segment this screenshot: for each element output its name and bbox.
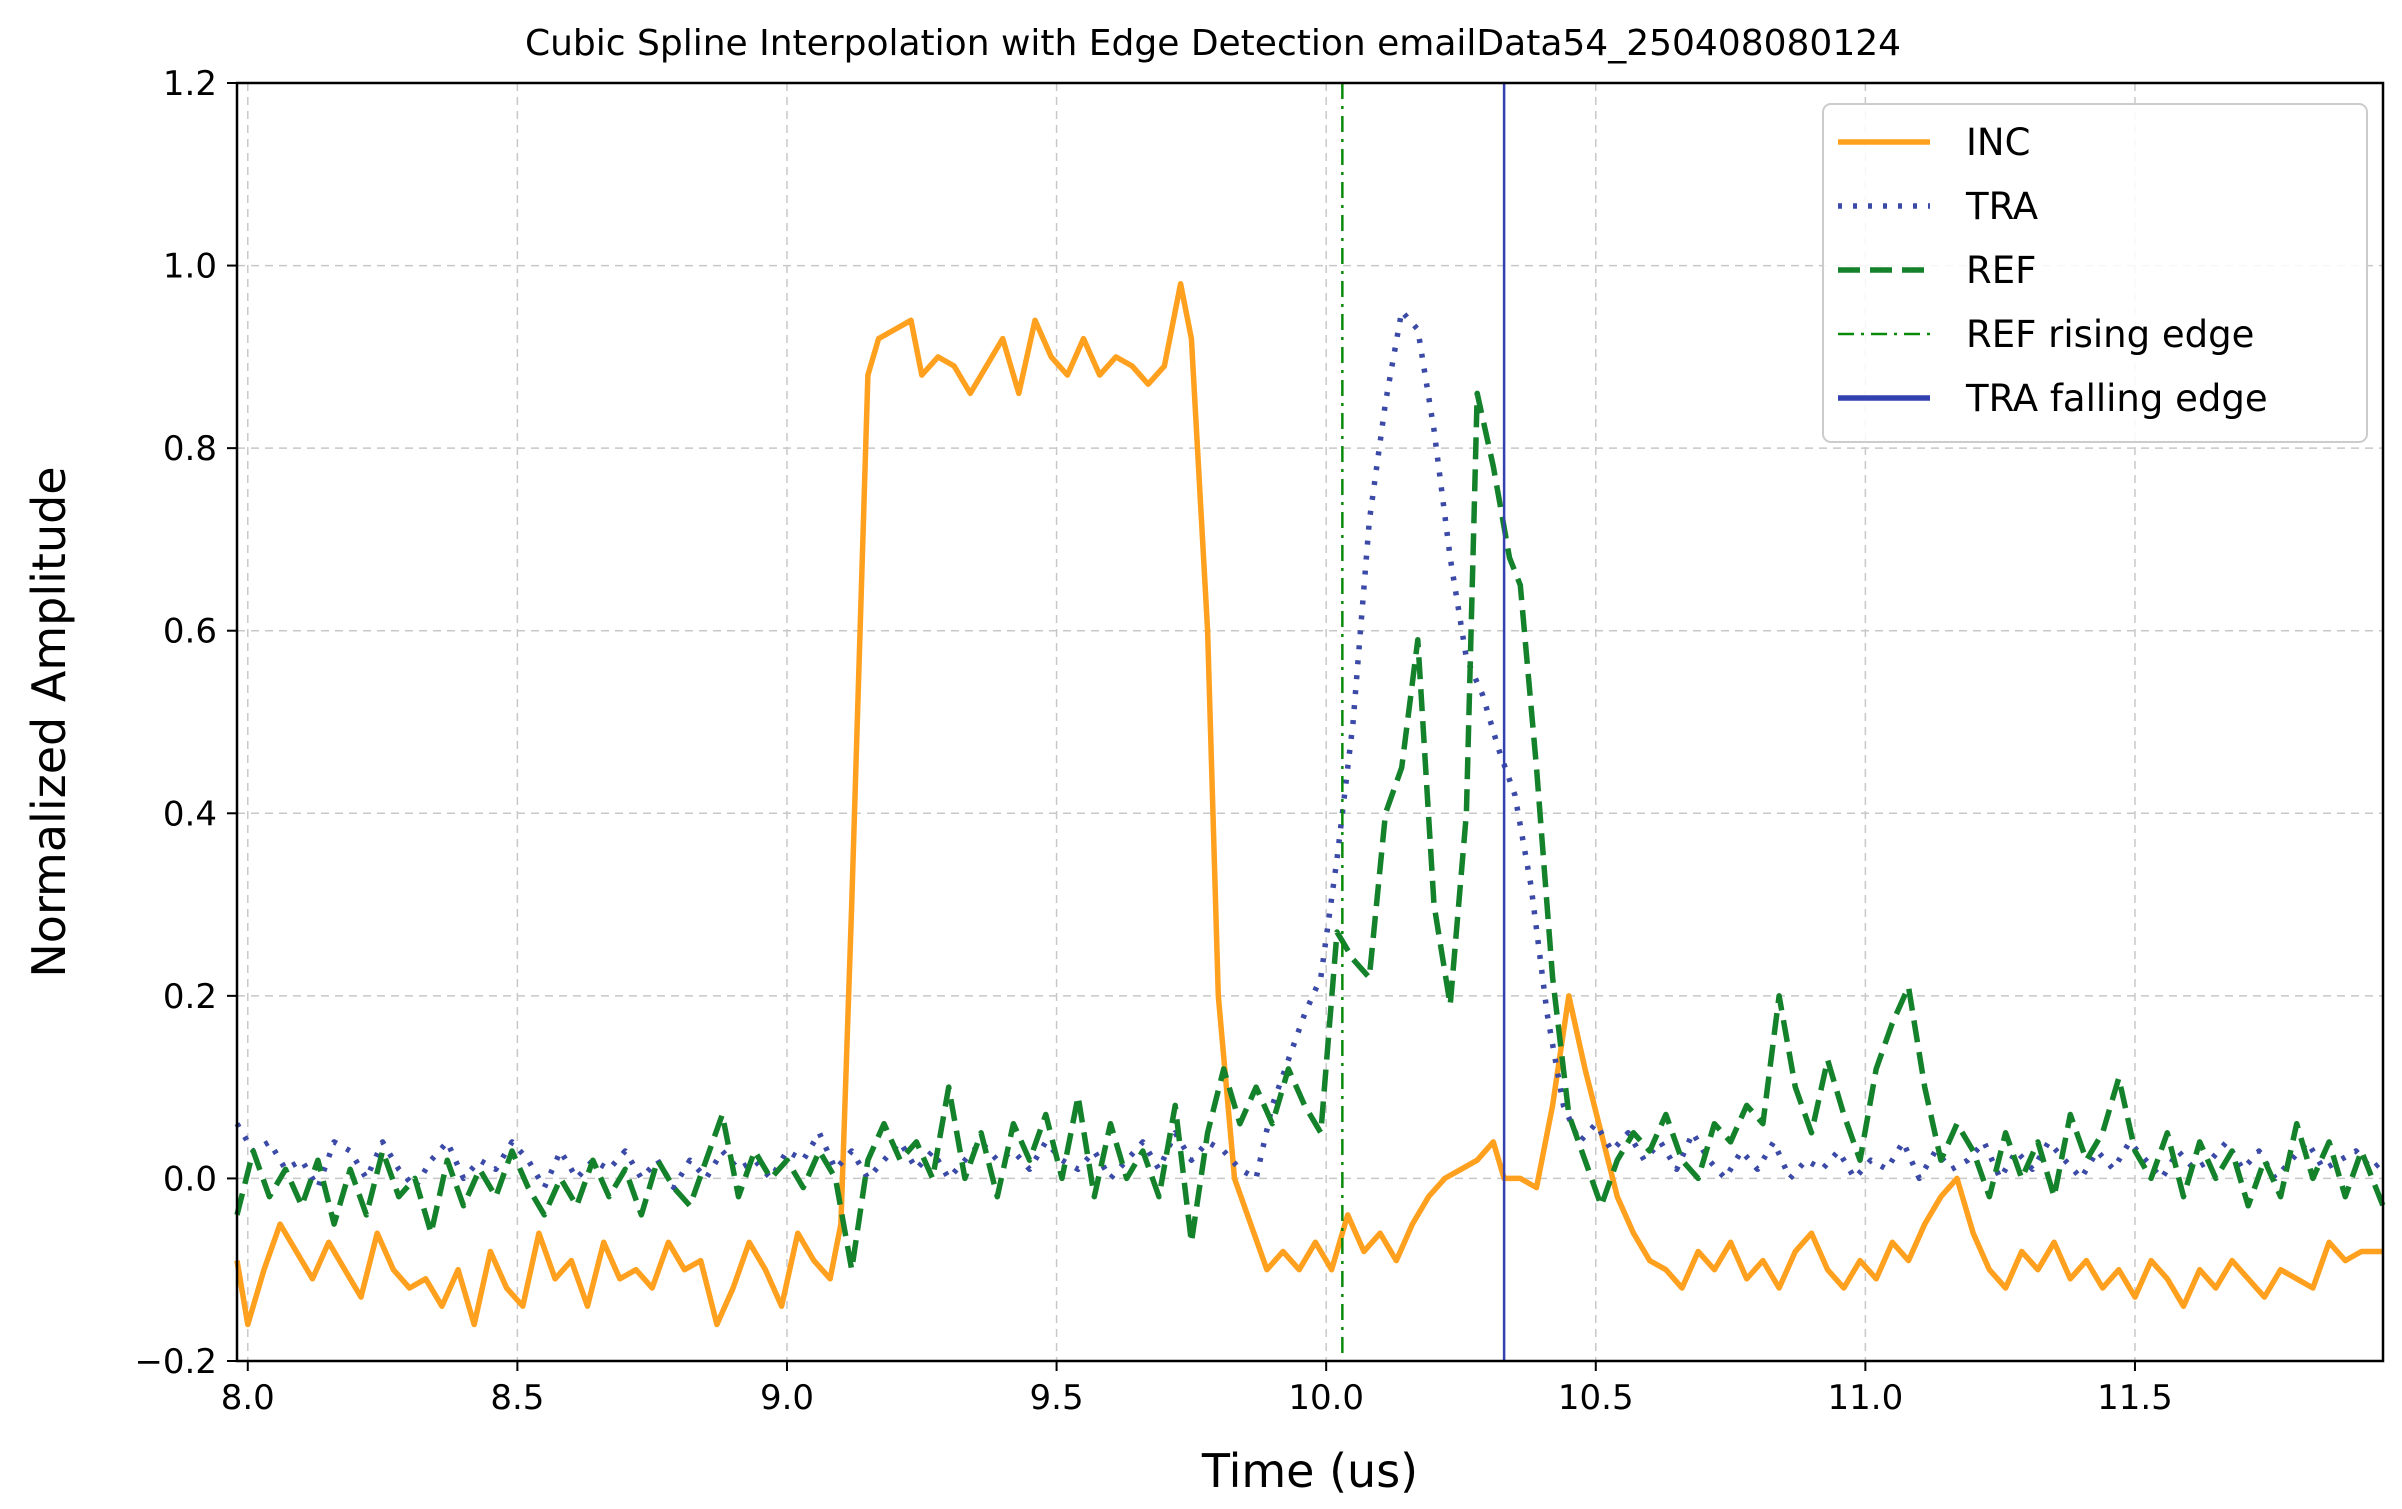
x-tick-label: 11.5 [2097, 1378, 2173, 1418]
plot-frame [235, 81, 2385, 1363]
x-tick-label: 9.5 [1030, 1378, 1084, 1418]
x-tick-label: 10.0 [1288, 1378, 1364, 1418]
inc-line [234, 281, 2383, 1328]
legend-label: REF [1966, 249, 2036, 292]
y-tick-label: 0.6 [163, 612, 217, 652]
legend-label: TRA falling edge [1965, 377, 2268, 420]
y-tick-label: −0.2 [134, 1342, 217, 1382]
legend-box [1822, 103, 2368, 443]
x-tick-label: 10.5 [1558, 1378, 1634, 1418]
legend-label: TRA [1965, 185, 2038, 228]
ref-line [234, 390, 2386, 1273]
y-tick-label: 0.0 [163, 1159, 217, 1199]
y-tick-label: 0.8 [163, 429, 217, 469]
legend-label: REF rising edge [1966, 313, 2254, 356]
y-tick-label: 0.4 [163, 794, 217, 834]
y-tick-label: 1.0 [163, 247, 217, 287]
y-axis-label: Normalized Amplitude [22, 466, 76, 977]
y-tick-label: 1.2 [163, 64, 217, 104]
legend: INC TRA REF REF rising edge TRA falling edge [1822, 103, 2368, 443]
x-tick-label: 9.0 [760, 1378, 814, 1418]
x-tick-label: 11.0 [1828, 1378, 1904, 1418]
x-tick-label: 8.0 [221, 1378, 275, 1418]
x-tick-label: 8.5 [490, 1378, 544, 1418]
legend-label: INC [1966, 121, 2030, 164]
axis-ticks: 8.0 8.5 9.0 9.5 10.0 10.5 11.0 11.5 −0.2 0.0 0.2 0.… [134, 64, 2172, 1418]
chart-title: Cubic Spline Interpolation with Edge Det… [525, 23, 1901, 64]
y-tick-label: 0.2 [163, 977, 217, 1017]
plot-series [234, 83, 2386, 1361]
x-axis-label: Time (us) [1201, 1444, 1418, 1498]
